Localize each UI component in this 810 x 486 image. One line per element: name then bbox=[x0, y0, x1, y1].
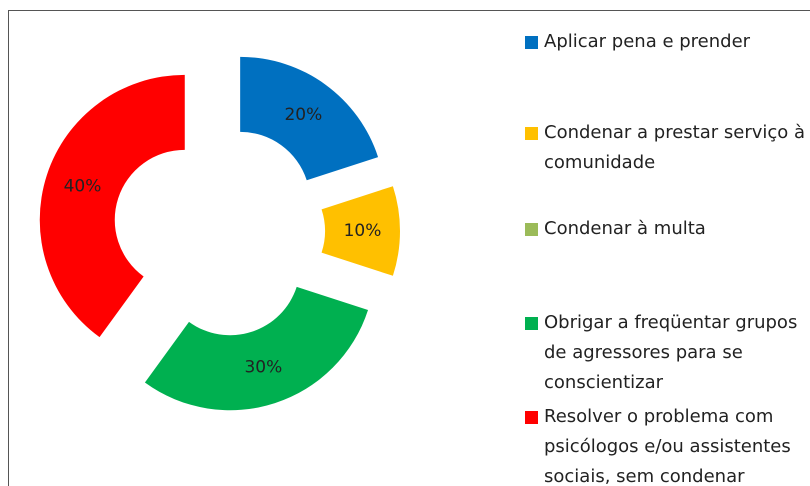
legend-swatch bbox=[525, 127, 538, 140]
donut-slice bbox=[39, 74, 185, 338]
donut-slice bbox=[240, 56, 379, 181]
data-label: 40% bbox=[64, 177, 102, 197]
legend-item: Aplicar pena e prender bbox=[525, 27, 807, 57]
legend-label: Aplicar pena e prender bbox=[544, 31, 751, 52]
legend-label: Obrigar a freqüentar grupos de agressore… bbox=[544, 312, 798, 393]
legend-label: Resolver o problema com psicólogos e/ou … bbox=[544, 406, 791, 486]
data-label: 10% bbox=[344, 221, 382, 241]
legend-item: Condenar a prestar serviço à comunidade bbox=[525, 118, 807, 178]
legend-label: Condenar à multa bbox=[544, 218, 706, 239]
legend-item: Obrigar a freqüentar grupos de agressore… bbox=[525, 308, 807, 398]
legend-swatch bbox=[525, 223, 538, 236]
legend-item: Resolver o problema com psicólogos e/ou … bbox=[525, 402, 807, 486]
chart-border bbox=[8, 10, 810, 486]
donut-slice bbox=[321, 186, 400, 276]
legend-swatch bbox=[525, 36, 538, 49]
legend-item: Condenar à multa bbox=[525, 214, 807, 244]
legend-swatch bbox=[525, 317, 538, 330]
data-label: 30% bbox=[244, 357, 282, 377]
legend-label: Condenar a prestar serviço à comunidade bbox=[544, 122, 806, 173]
donut-slice bbox=[144, 286, 369, 411]
legend-swatch bbox=[525, 411, 538, 424]
data-label: 20% bbox=[284, 105, 322, 125]
